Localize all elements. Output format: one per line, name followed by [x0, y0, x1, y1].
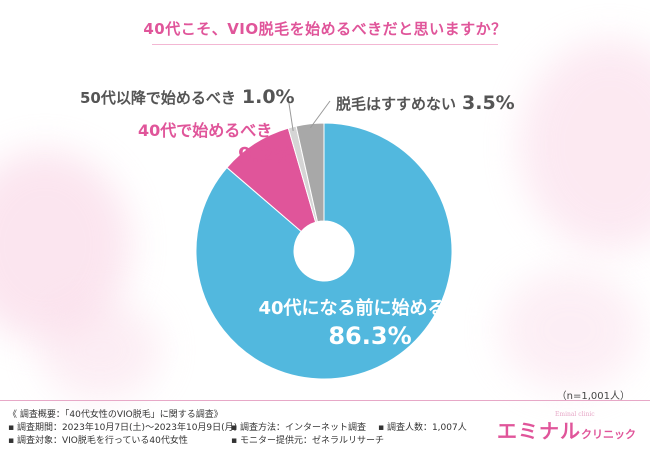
label-not-recommend-text: 脱毛はすすめない [336, 95, 457, 113]
label-not-recommend-value: 3.5% [462, 92, 515, 114]
label-before-40s-text: 40代になる前に始めるべき [258, 298, 482, 319]
background-blob [500, 270, 640, 390]
survey-method: ▪ 調査方法：インターネット調査 [231, 423, 366, 433]
title-underline [152, 44, 498, 45]
survey-provider: ▪ モニター提供元：ゼネラルリサーチ [231, 436, 384, 446]
clinic-logo: エミナルクリニック Eminal clinic [497, 411, 636, 444]
label-50s-later: 50代以降で始めるべき 1.0% [80, 86, 295, 108]
donut-hole [294, 221, 354, 281]
page-title: 40代こそ、VIO脱毛を始めるべきだと思いますか？ [143, 20, 507, 38]
background-blob [0, 150, 130, 340]
footer-divider [0, 400, 650, 401]
leader-line-50s-later [287, 96, 294, 131]
label-before-40s-value: 86.3% [328, 322, 412, 350]
label-in-40s: 40代で始めるべき 9.2% [138, 117, 293, 167]
label-50s-later-text: 50代以降で始めるべき [80, 89, 236, 107]
survey-target: ▪ 調査対象：VIO脱毛を行っている40代女性 [8, 436, 188, 446]
leader-lines [287, 96, 331, 131]
background-blob [40, 300, 160, 400]
survey-summary: 《 調査概要：「40代女性のVIO脱毛」に関する調査》 [8, 410, 223, 420]
logo-main-text: エミナル [497, 419, 581, 443]
label-in-40s-text: 40代で始めるべき [138, 121, 273, 140]
sample-size-note: （n=1,001人） [556, 391, 630, 402]
label-50s-later-value: 1.0% [241, 86, 295, 108]
donut-slices [195, 122, 453, 380]
logo-sub-text: クリニック [581, 428, 636, 441]
survey-period: ▪ 調査期間：2023年10月7日(土)～2023年10月9日(月) [8, 423, 238, 433]
label-before-40s: 40代になる前に始めるべき 86.3% [252, 294, 488, 350]
logo-english-text: Eminal clinic [555, 411, 595, 418]
label-not-recommend: 脱毛はすすめない 3.5% [336, 92, 515, 114]
survey-count: ▪ 調査人数：1,007人 [378, 423, 467, 433]
leader-line-not-recommend [309, 100, 331, 129]
label-in-40s-value: 9.2% [238, 143, 294, 167]
